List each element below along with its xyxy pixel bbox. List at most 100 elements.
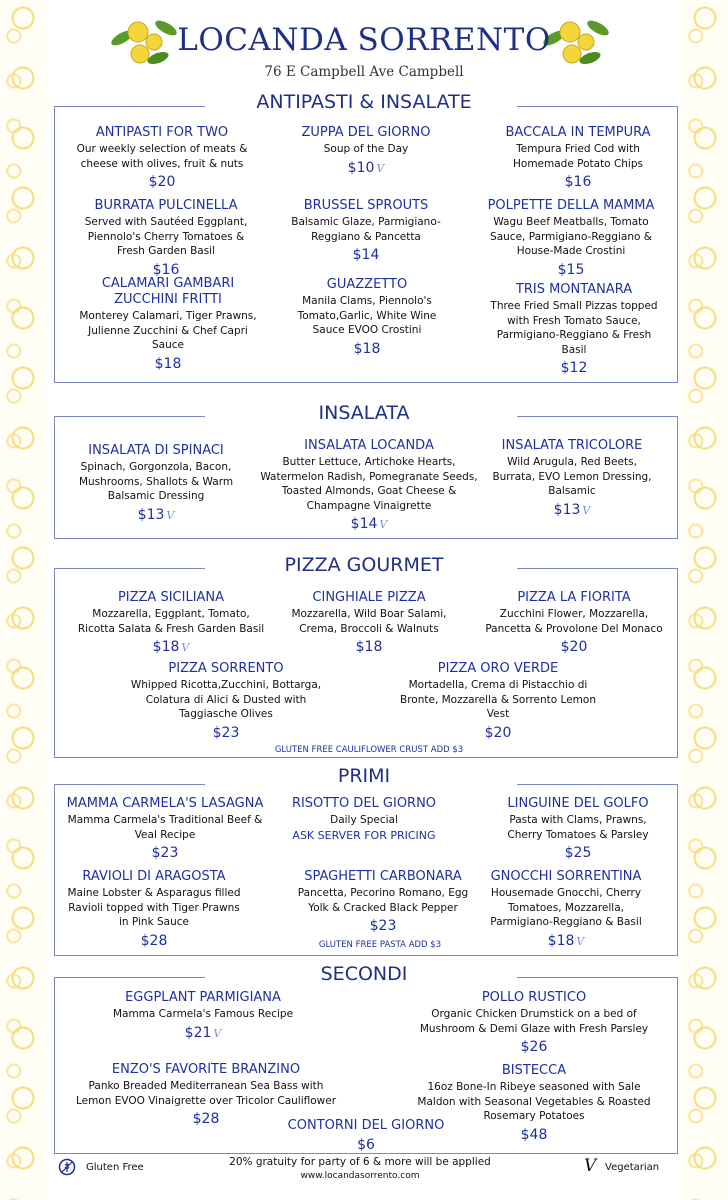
menu-item: BRUSSEL SPROUTS Balsamic Glaze, Parmigian…: [216, 198, 516, 263]
menu-item: RAVIOLI DI ARAGOSTA Maine Lobster & Aspar…: [4, 869, 304, 949]
item-description: Monterey Calamari, Tiger Prawns, Julienn…: [79, 310, 257, 351]
divider-line: [55, 568, 205, 569]
item-name: CONTORNI DEL GIORNO: [287, 1118, 445, 1133]
item-price: $18: [152, 639, 180, 655]
menu-item: BURRATA PULCINELLA Served with Sautéed Eg…: [16, 198, 316, 278]
item-name: INSALATA DI SPINACI: [88, 443, 224, 458]
menu-item: POLLO RUSTICO Organic Chicken Drumstick o…: [384, 990, 684, 1055]
divider-line: [55, 784, 205, 785]
floral-border-right: [682, 0, 728, 1200]
item-name: INSALATA TRICOLORE: [501, 438, 643, 453]
item-name: EGGPLANT PARMIGIANA: [125, 990, 281, 1005]
vegetarian-icon: V: [582, 503, 591, 517]
item-price: $14: [352, 247, 380, 263]
item-price-row: $26: [384, 1039, 684, 1055]
item-price-row: $14: [216, 247, 516, 263]
item-name: POLPETTE DELLA MAMMA: [487, 198, 655, 213]
item-price: $15: [557, 261, 585, 278]
item-price: $26: [520, 1039, 548, 1055]
item-price-row: $20: [12, 174, 312, 190]
item-price: $23: [151, 845, 179, 861]
item-description: Our weekly selection of meats & cheese w…: [76, 143, 248, 170]
item-description: Pancetta, Pecorino Romano, Egg Yolk & Cr…: [297, 887, 469, 914]
item-description: Panko Breaded Mediterranean Sea Bass wit…: [75, 1080, 337, 1107]
item-name: PIZZA SICILIANA: [117, 590, 225, 605]
menu-section-box: [54, 977, 678, 1154]
item-price: $12: [560, 360, 588, 376]
item-name: BRUSSEL SPROUTS: [303, 198, 429, 213]
section-note: GLUTEN FREE PASTA ADD $3: [318, 940, 442, 950]
menu-section-box: [54, 568, 678, 758]
menu-item: CALAMARI GAMBARI ZUCCHINI FRITTI Monterey…: [18, 276, 318, 372]
restaurant-address: 76 E Campbell Ave Campbell: [264, 64, 464, 80]
item-price-row: $18: [219, 639, 519, 655]
item-price-row: $18: [217, 341, 517, 357]
section-title: PIZZA GOURMET: [284, 554, 444, 576]
menu-item: GNOCCHI SORRENTINA Housemade Gnocchi, Che…: [416, 869, 716, 949]
vegetarian-icon: V: [213, 1026, 222, 1040]
item-name: BISTECCA: [501, 1063, 567, 1078]
menu-item: INSALATA LOCANDA Butter Lettuce, Artichok…: [219, 438, 519, 532]
floral-border-left: [0, 0, 46, 1200]
menu-item: PIZZA SICILIANA Mozzarella, Eggplant, Tom…: [21, 590, 321, 655]
item-price-row: $18 V: [416, 933, 716, 949]
item-price-row: $48: [384, 1127, 684, 1143]
divider-line: [55, 977, 205, 978]
item-price: $21: [184, 1024, 212, 1041]
vegetarian-icon: V: [181, 641, 190, 654]
menu-item: MAMMA CARMELA'S LASAGNA Mamma Carmela's T…: [15, 796, 315, 861]
item-name: PIZZA ORO VERDE: [437, 661, 559, 676]
item-name: POLLO RUSTICO: [481, 990, 587, 1005]
item-name: RAVIOLI DI ARAGOSTA: [82, 869, 226, 884]
item-name: ENZO'S FAVORITE BRANZINO: [111, 1062, 301, 1077]
menu-item: EGGPLANT PARMIGIANA Mamma Carmela's Famou…: [53, 990, 353, 1041]
item-description: Butter Lettuce, Artichoke Hearts, Waterm…: [260, 456, 478, 512]
item-description: Zucchini Flower, Mozzarella, Pancetta & …: [485, 608, 663, 635]
item-description: Whipped Ricotta,Zucchini, Bottarga, Cola…: [130, 679, 322, 720]
menu-item: SPAGHETTI CARBONARA Pancetta, Pecorino Ro…: [233, 869, 533, 934]
item-description: Pasta with Clams, Prawns, Cherry Tomatoe…: [507, 814, 649, 841]
item-name: ANTIPASTI FOR TWO: [95, 125, 229, 140]
item-price-row: $15: [421, 262, 721, 278]
item-description: Served with Sautéed Eggplant, Piennolo's…: [84, 216, 248, 257]
menu-item: PIZZA LA FIORITA Zucchini Flower, Mozzare…: [424, 590, 724, 655]
item-description: Daily Special: [330, 814, 398, 826]
menu-item: INSALATA TRICOLORE Wild Arugula, Red Beet…: [422, 438, 722, 518]
item-name: ZUPPA DEL GIORNO: [301, 125, 431, 140]
gluten-free-legend: Gluten Free: [86, 1162, 144, 1173]
item-price-row: $28: [56, 1111, 356, 1127]
item-price-row: $28: [4, 933, 304, 949]
menu-item: PIZZA SORRENTO Whipped Ricotta,Zucchini, …: [76, 661, 376, 741]
item-price-row: $25: [428, 845, 728, 861]
item-description: Organic Chicken Drumstick on a bed of Mu…: [419, 1008, 649, 1035]
divider-line: [517, 568, 677, 569]
item-name: MAMMA CARMELA'S LASAGNA: [66, 796, 264, 811]
item-description: Housemade Gnocchi, Cherry Tomatoes, Mozz…: [490, 887, 642, 928]
item-price-row: $20: [348, 725, 648, 741]
item-price: $25: [564, 845, 592, 861]
item-price: $18: [547, 932, 575, 949]
vegetarian-icon: V: [584, 1156, 597, 1176]
section-title: SECONDI: [320, 963, 408, 985]
item-price: $48: [520, 1126, 548, 1143]
item-description: Three Fried Small Pizzas topped with Fre…: [490, 300, 658, 356]
item-name: RISOTTO DEL GIORNO: [291, 796, 437, 811]
item-name: GNOCCHI SORRENTINA: [490, 869, 642, 884]
item-description: 16oz Bone-In Ribeye seasoned with Sale M…: [417, 1081, 651, 1122]
vegetarian-icon: V: [376, 161, 385, 175]
menu-item: INSALATA DI SPINACI Spinach, Gorgonzola, …: [6, 443, 306, 523]
website-link[interactable]: www.locandasorrento.com: [300, 1171, 420, 1181]
item-description: Tempura Fried Cod with Homemade Potato C…: [513, 143, 643, 170]
section-title: ANTIPASTI & INSALATE: [256, 91, 472, 113]
item-price-row: $23: [76, 725, 376, 741]
item-description: Wagu Beef Meatballs, Tomato Sauce, Parmi…: [490, 216, 652, 257]
divider-line: [55, 106, 205, 107]
item-name: CALAMARI GAMBARI ZUCCHINI FRITTI: [101, 276, 235, 307]
divider-line: [517, 416, 677, 417]
item-name: INSALATA LOCANDA: [304, 438, 434, 453]
item-price-row: $13 V: [6, 507, 306, 523]
gratuity-note: 20% gratuity for party of 6 & more will …: [229, 1156, 491, 1168]
item-price: $16: [564, 174, 592, 190]
item-price: $14: [350, 516, 378, 532]
menu-item: BISTECCA 16oz Bone-In Ribeye seasoned wit…: [384, 1063, 684, 1143]
